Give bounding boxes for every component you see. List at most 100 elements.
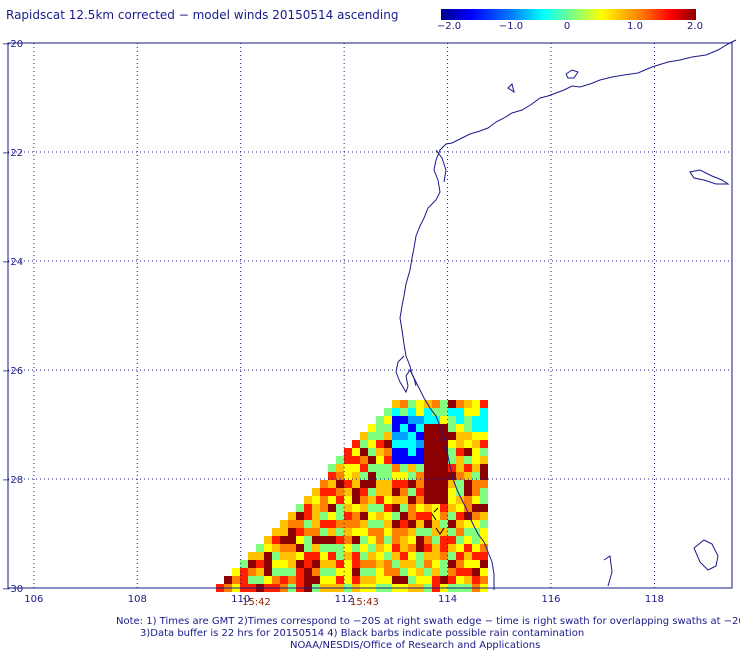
rain-barb-1 xyxy=(431,507,439,521)
swath-cell xyxy=(352,456,360,464)
swath-cell xyxy=(392,488,400,496)
swath-cell xyxy=(352,480,360,488)
swath-cell xyxy=(416,472,424,480)
swath-cell xyxy=(400,432,408,440)
swath-cell xyxy=(328,504,336,512)
swath-cell xyxy=(440,576,448,584)
swath-cell xyxy=(448,432,456,440)
swath-cell xyxy=(432,448,440,456)
swath-cell xyxy=(448,448,456,456)
swath-cell xyxy=(368,552,376,560)
swath-cell xyxy=(248,568,256,576)
swath-cell xyxy=(456,424,464,432)
swath-cell xyxy=(416,576,424,584)
swath-cell xyxy=(440,544,448,552)
swath-cell xyxy=(360,552,368,560)
swath-cell xyxy=(448,560,456,568)
swath-cell xyxy=(360,512,368,520)
swath-cell xyxy=(304,520,312,528)
swath-cell xyxy=(376,440,384,448)
swath-cell xyxy=(240,576,248,584)
swath-cell xyxy=(280,576,288,584)
swath-cell xyxy=(480,480,488,488)
swath-cell xyxy=(376,496,384,504)
swath-cell xyxy=(272,528,280,536)
swath-cell xyxy=(432,408,440,416)
swath-cell xyxy=(272,576,280,584)
swath-cell xyxy=(464,424,472,432)
swath-cell xyxy=(360,432,368,440)
lon-label: 116 xyxy=(541,594,560,605)
lat-label: −26 xyxy=(2,366,23,377)
swath-cell xyxy=(344,480,352,488)
swath-cell xyxy=(264,544,272,552)
swath-cell xyxy=(424,528,432,536)
swath-cell xyxy=(336,512,344,520)
map-title: Rapidscat 12.5km corrected − model winds… xyxy=(6,8,399,22)
swath-cell xyxy=(240,560,248,568)
swath-cell xyxy=(424,520,432,528)
shark-bay xyxy=(395,355,417,394)
swath-cell xyxy=(440,520,448,528)
swath-cell xyxy=(328,512,336,520)
swath-cell xyxy=(408,512,416,520)
swath-cell xyxy=(472,544,480,552)
swath-cell xyxy=(376,512,384,520)
swath-cell xyxy=(384,488,392,496)
swath-cell xyxy=(480,544,488,552)
swath-cell xyxy=(288,576,296,584)
swath-cell xyxy=(336,568,344,576)
swath-cell xyxy=(408,408,416,416)
swath-cell xyxy=(472,488,480,496)
swath-cell xyxy=(376,432,384,440)
swath-cell xyxy=(392,520,400,528)
swath-cell xyxy=(304,536,312,544)
swath-cell xyxy=(408,432,416,440)
swath-cell xyxy=(472,400,480,408)
swath-cell xyxy=(368,456,376,464)
swath-cell xyxy=(376,552,384,560)
swath-cell xyxy=(312,536,320,544)
lon-label: 108 xyxy=(128,594,147,605)
swath-cell xyxy=(480,488,488,496)
swath-cell xyxy=(448,408,456,416)
swath-cell xyxy=(392,552,400,560)
swath-cell xyxy=(320,480,328,488)
swath-cell xyxy=(416,424,424,432)
swath-cell xyxy=(416,464,424,472)
swath-cell xyxy=(480,456,488,464)
swath-cell xyxy=(392,504,400,512)
swath-cell xyxy=(376,576,384,584)
swath-cell xyxy=(320,552,328,560)
swath-cell xyxy=(424,416,432,424)
swath-cell xyxy=(424,424,432,432)
swath-cell xyxy=(424,472,432,480)
swath-cell xyxy=(376,416,384,424)
swath-cell xyxy=(400,488,408,496)
exmouth-gulf xyxy=(435,149,447,183)
swath-cell xyxy=(400,440,408,448)
colorbar xyxy=(441,9,696,20)
swath-cell xyxy=(392,416,400,424)
swath-cell xyxy=(440,424,448,432)
swath-cell xyxy=(368,440,376,448)
swath-cell xyxy=(336,504,344,512)
swath-cell xyxy=(336,544,344,552)
swath-cell xyxy=(408,424,416,432)
swath-cell xyxy=(360,504,368,512)
swath-cell xyxy=(480,472,488,480)
swath-cell xyxy=(352,464,360,472)
swath-cell xyxy=(448,512,456,520)
swath-cell xyxy=(480,464,488,472)
swath-cell xyxy=(320,544,328,552)
swath-cell xyxy=(416,544,424,552)
swath-cell xyxy=(416,456,424,464)
swath-cell xyxy=(400,408,408,416)
swath-cell xyxy=(400,568,408,576)
swath-cell xyxy=(448,456,456,464)
swath-cell xyxy=(320,512,328,520)
swath-cell xyxy=(376,504,384,512)
swath-cell xyxy=(424,536,432,544)
swath-cell xyxy=(344,496,352,504)
swath-cell xyxy=(392,528,400,536)
